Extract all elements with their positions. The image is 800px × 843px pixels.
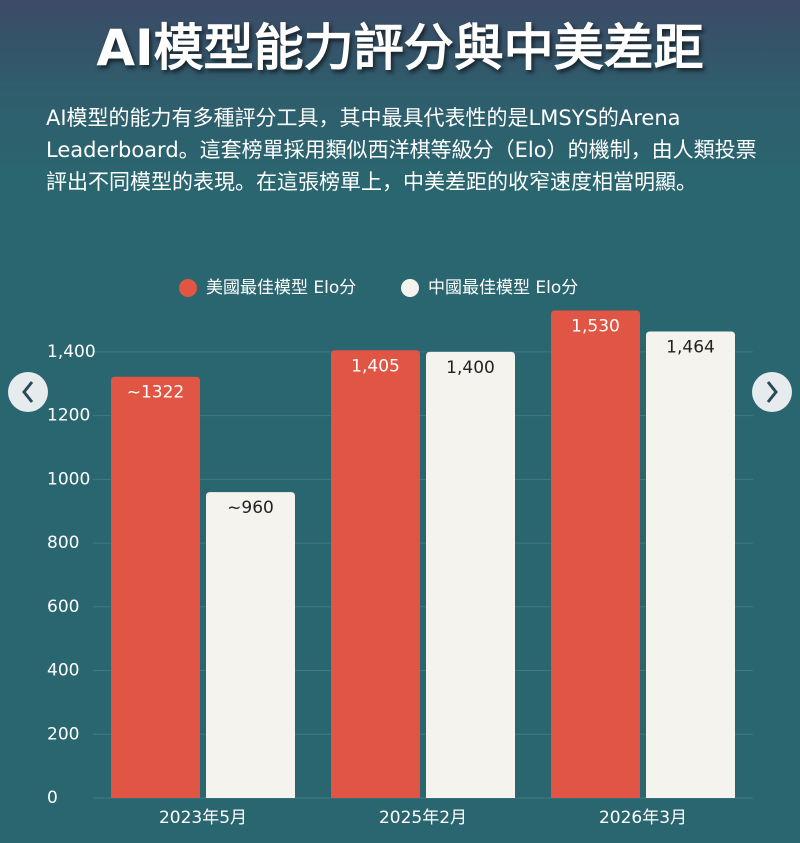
y-tick-label: 1,400 [47,342,96,362]
bar [111,376,200,798]
bar [206,492,295,798]
value-label: 1,405 [351,356,400,376]
value-label: ~1322 [127,383,185,403]
y-tick-label: 200 [47,724,79,744]
page-title: AI模型能力評分與中美差距 [96,19,704,77]
value-label: 1,400 [446,358,495,378]
bar [646,331,735,798]
bar [331,350,420,798]
x-tick-label: 2023年5月 [159,808,247,828]
prev-button[interactable] [8,372,48,412]
y-tick-label: 1200 [47,406,90,426]
legend-swatch [401,279,419,297]
bar [426,351,515,798]
y-tick-label: 600 [47,597,79,617]
legend-swatch [179,279,197,297]
y-tick-label: 1000 [47,469,90,489]
legend-label: 中國最佳模型 Elo分 [428,278,578,298]
value-label: 1,530 [571,316,620,336]
next-button[interactable] [752,372,792,412]
y-tick-label: 0 [47,788,58,808]
y-tick-label: 800 [47,533,79,553]
x-tick-label: 2025年2月 [379,808,467,828]
x-tick-label: 2026年3月 [599,808,687,828]
legend-label: 美國最佳模型 Elo分 [206,278,356,298]
y-tick-label: 400 [47,661,79,681]
bar [551,310,640,798]
value-label: ~960 [227,498,274,518]
description: AI模型的能力有多種評分工具，其中最具代表性的是LMSYS的Arena Lead… [46,106,757,194]
value-label: 1,464 [666,337,715,357]
